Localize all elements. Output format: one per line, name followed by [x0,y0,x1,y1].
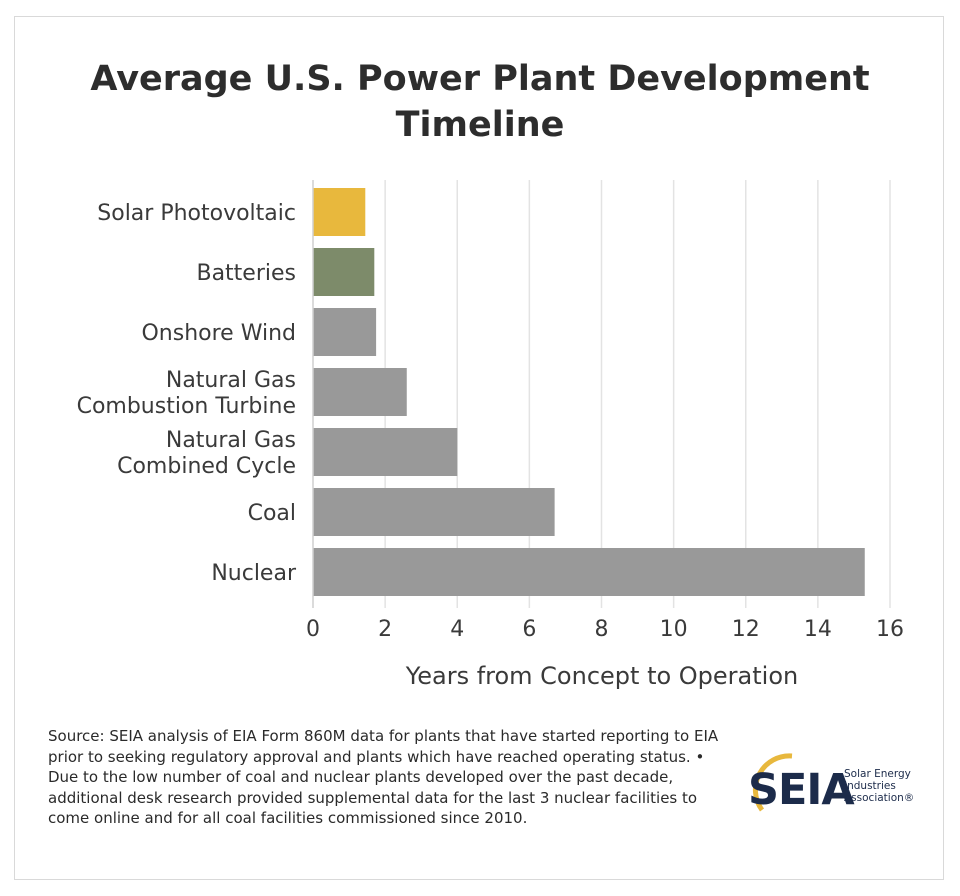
category-label: Nuclear [211,561,297,586]
category-label: Solar Photovoltaic [97,201,296,226]
x-tick-label: 10 [660,617,688,642]
category-label: Natural Gas Combustion Turbine [77,368,296,419]
bar [313,188,366,236]
x-tick-label: 14 [804,617,832,642]
category-label: Batteries [196,261,296,286]
logo-subtitle-line: Solar Energy [844,768,911,780]
bar-chart: Solar Photovoltaic Batteries Onshore Wind N… [77,180,904,690]
x-tick-label: 16 [876,617,904,642]
x-tick-label: 12 [732,617,760,642]
bar [313,428,458,476]
bar [313,368,407,416]
seia-logo: SEIA Solar Energy Industries Association… [722,750,922,816]
x-tick-label: 6 [522,617,536,642]
bar [313,248,375,296]
category-label: Natural Gas Combined Cycle [117,428,296,479]
category-label: Coal [248,501,296,526]
source-note: Source: SEIA analysis of EIA Form 860M d… [48,727,719,827]
seia-logo-graphic: SEIA [748,753,856,815]
logo-arc-icon [752,753,793,812]
x-tick-label: 4 [450,617,464,642]
category-label: Onshore Wind [141,321,296,346]
x-tick-label: 2 [378,617,392,642]
bar [313,308,377,356]
bar [313,548,865,596]
logo-subtitle-line: Industries [844,780,896,792]
chart-title: Average U.S. Power Plant Development Tim… [90,59,870,145]
x-tick-label: 0 [306,617,320,642]
logo-wordmark: SEIA [748,765,855,815]
logo-subtitle: Solar Energy Industries Association® [844,768,914,804]
chart-frame [14,16,944,880]
logo-subtitle-line: Association® [844,792,915,804]
x-tick-label: 8 [595,617,609,642]
bar [313,488,555,536]
x-axis-label: Years from Concept to Operation [405,662,798,690]
